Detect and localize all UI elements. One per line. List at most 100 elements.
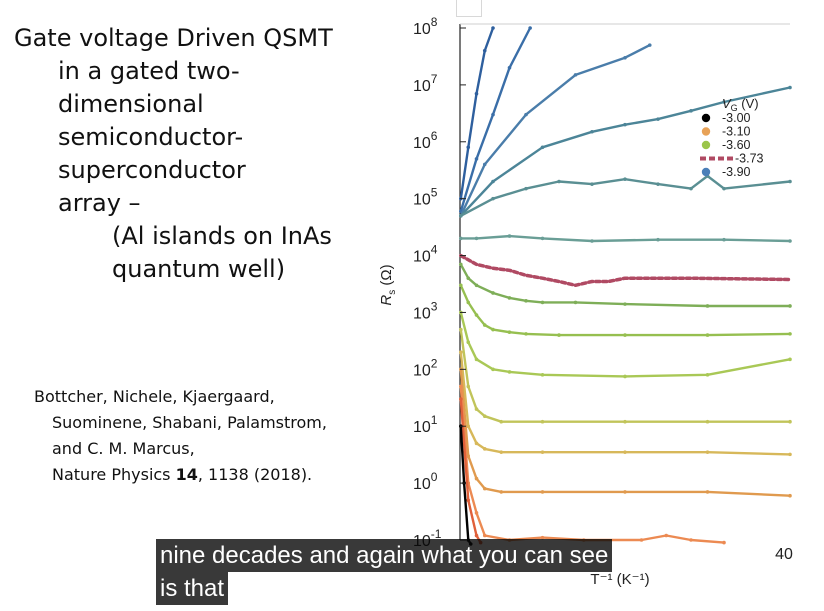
data-point bbox=[722, 540, 726, 545]
data-point bbox=[705, 419, 710, 424]
y-tick-label: 105 bbox=[413, 186, 438, 209]
x-axis-label: T⁻¹ (K⁻¹) bbox=[590, 571, 649, 588]
series-line bbox=[459, 174, 792, 217]
title-line: array – bbox=[58, 189, 141, 217]
data-point bbox=[474, 91, 479, 96]
subtitle-caption-line: is that bbox=[156, 572, 229, 605]
corner-box bbox=[456, 0, 482, 17]
data-point bbox=[459, 236, 463, 241]
data-point bbox=[474, 283, 479, 288]
title-line: in a gated two- bbox=[58, 57, 240, 85]
series-line bbox=[459, 26, 495, 200]
data-point bbox=[474, 533, 479, 538]
data-point bbox=[788, 357, 792, 362]
series-line bbox=[459, 43, 651, 217]
data-point bbox=[647, 43, 652, 47]
data-point bbox=[705, 373, 710, 377]
reference-line: Suominene, Shabani, Palamstrom, bbox=[52, 413, 327, 432]
data-point bbox=[788, 419, 792, 424]
data-point bbox=[705, 490, 710, 494]
series-line bbox=[459, 368, 792, 497]
legend-swatch bbox=[701, 167, 711, 177]
reference-line: and C. M. Marcus, bbox=[52, 439, 195, 458]
data-point bbox=[466, 340, 471, 344]
data-point bbox=[459, 262, 463, 267]
data-point bbox=[656, 237, 660, 242]
y-tick-label: 101 bbox=[413, 413, 438, 436]
data-point bbox=[507, 330, 512, 334]
data-point bbox=[664, 533, 669, 538]
data-point bbox=[540, 419, 545, 424]
data-point bbox=[524, 299, 528, 303]
data-point bbox=[474, 441, 479, 446]
data-point bbox=[788, 85, 792, 90]
data-point bbox=[491, 196, 495, 201]
data-point bbox=[623, 177, 627, 181]
data-point bbox=[482, 414, 487, 419]
data-point bbox=[623, 302, 627, 306]
y-tick-label: 102 bbox=[413, 356, 438, 379]
data-point bbox=[705, 304, 710, 308]
y-tick-label: 107 bbox=[413, 72, 438, 95]
data-point bbox=[689, 538, 693, 542]
data-point bbox=[788, 493, 792, 498]
data-point bbox=[507, 296, 512, 300]
data-point bbox=[499, 490, 504, 494]
data-point bbox=[540, 300, 545, 305]
data-point bbox=[590, 129, 594, 134]
data-point bbox=[689, 109, 693, 113]
data-point bbox=[459, 213, 463, 218]
data-point bbox=[474, 357, 479, 362]
data-point bbox=[466, 384, 471, 389]
data-point bbox=[540, 535, 545, 540]
data-point bbox=[524, 186, 528, 191]
data-point bbox=[482, 533, 487, 538]
data-point bbox=[540, 490, 545, 494]
data-point bbox=[705, 450, 710, 454]
data-point bbox=[466, 424, 471, 429]
title-line: superconductor bbox=[58, 156, 246, 184]
reference-line: Bottcher, Nichele, Kjaergaard, bbox=[34, 387, 275, 406]
data-point bbox=[623, 374, 627, 379]
data-point bbox=[459, 327, 463, 332]
data-point bbox=[590, 239, 594, 243]
legend-swatch bbox=[701, 127, 711, 136]
data-point bbox=[491, 327, 495, 332]
y-axis-label: Rs (Ω) bbox=[378, 264, 398, 305]
series-line bbox=[459, 234, 792, 243]
data-point bbox=[499, 450, 504, 454]
data-point bbox=[557, 179, 561, 184]
data-point bbox=[788, 179, 792, 184]
series-line bbox=[459, 284, 792, 337]
data-point bbox=[482, 447, 487, 451]
data-point bbox=[788, 239, 792, 243]
data-point bbox=[788, 332, 792, 336]
title-line: dimensional bbox=[58, 90, 204, 118]
subtitle-caption-line: nine decades and again what you can see bbox=[156, 539, 613, 572]
data-point bbox=[656, 182, 660, 186]
data-point bbox=[573, 300, 578, 305]
plot-area bbox=[459, 23, 790, 540]
data-point bbox=[524, 332, 528, 336]
data-point bbox=[459, 384, 463, 389]
series-line bbox=[459, 253, 792, 288]
data-point bbox=[491, 367, 495, 372]
data-point bbox=[507, 234, 512, 238]
data-point bbox=[482, 486, 487, 491]
data-point bbox=[466, 498, 471, 503]
data-point bbox=[540, 145, 545, 150]
legend-label: -3.90 bbox=[722, 165, 751, 179]
title-line: quantum well) bbox=[112, 255, 286, 283]
journal-name: Nature Physics bbox=[52, 465, 176, 484]
data-point bbox=[722, 186, 726, 191]
data-point bbox=[474, 511, 479, 515]
data-point bbox=[482, 323, 487, 327]
data-point bbox=[528, 26, 532, 30]
data-point bbox=[474, 236, 479, 241]
data-point bbox=[705, 333, 710, 337]
data-point bbox=[540, 373, 545, 377]
legend-swatch bbox=[701, 140, 711, 150]
legend: VG (V)-3.00-3.10-3.60-3.73-3.90 bbox=[700, 96, 764, 179]
data-point bbox=[540, 236, 545, 241]
data-point bbox=[507, 65, 512, 70]
